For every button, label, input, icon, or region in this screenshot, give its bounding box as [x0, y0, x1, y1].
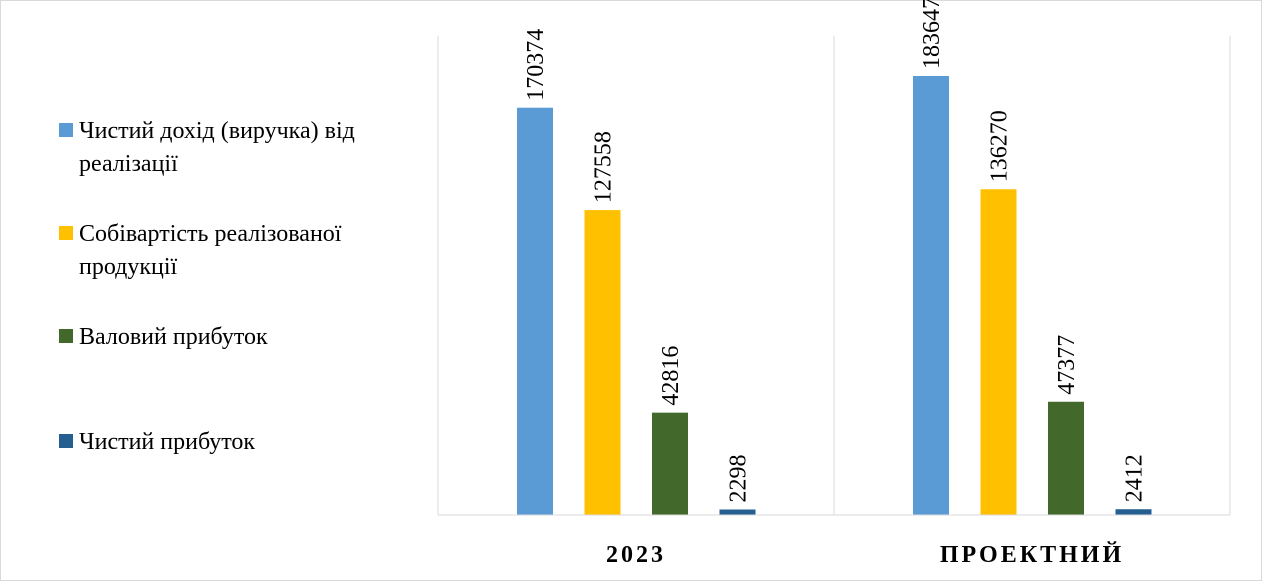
value-labels: 170374 127558 42816 2298 183647 136270 47377 24…	[523, 0, 1148, 503]
legend-swatch-1	[59, 123, 73, 137]
value-label-1-2: 183647	[919, 0, 945, 69]
value-label-4-2: 2412	[1122, 454, 1148, 502]
bar-2-1	[584, 210, 621, 516]
legend-label-2-line-1: Собівартість реалізованої	[79, 221, 342, 247]
bar-4-2	[1115, 509, 1152, 515]
legend-label-4: Чистий прибуток	[79, 429, 255, 455]
category-label-1: 2023	[606, 542, 666, 568]
bar-1-2	[913, 76, 949, 515]
legend-label-1-line-1: Чистий дохід (виручка) від	[79, 118, 355, 144]
value-label-1-1: 170374	[523, 29, 549, 101]
value-label-2-1: 127558	[591, 131, 617, 203]
bar-3-1	[652, 412, 688, 515]
bar-1-1	[517, 107, 553, 515]
legend-label-3: Валовий прибуток	[79, 324, 268, 350]
value-label-2-2: 136270	[987, 110, 1013, 182]
bars	[517, 76, 1152, 516]
bar-2-2	[980, 189, 1017, 515]
value-label-3-2: 47377	[1054, 335, 1080, 395]
legend-swatch-4	[59, 434, 73, 448]
value-label-4-1: 2298	[726, 455, 752, 503]
plot-area: 170374 127558 42816 2298 183647 136270 47377 24…	[437, 0, 1231, 568]
bar-3-2	[1048, 401, 1084, 515]
legend: Чистий дохід (виручка) від реалізації Собі…	[59, 118, 355, 455]
value-label-3-1: 42816	[658, 346, 684, 406]
legend-label-2-line-2: продукції	[79, 254, 178, 280]
legend-label-1-line-2: реалізації	[79, 151, 178, 177]
legend-swatch-2	[59, 226, 73, 240]
category-label-2: ПРОЕКТНИЙ	[940, 542, 1124, 568]
legend-swatch-3	[59, 329, 73, 343]
category-labels: 2023 ПРОЕКТНИЙ	[606, 542, 1124, 568]
bar-4-1	[719, 509, 756, 515]
